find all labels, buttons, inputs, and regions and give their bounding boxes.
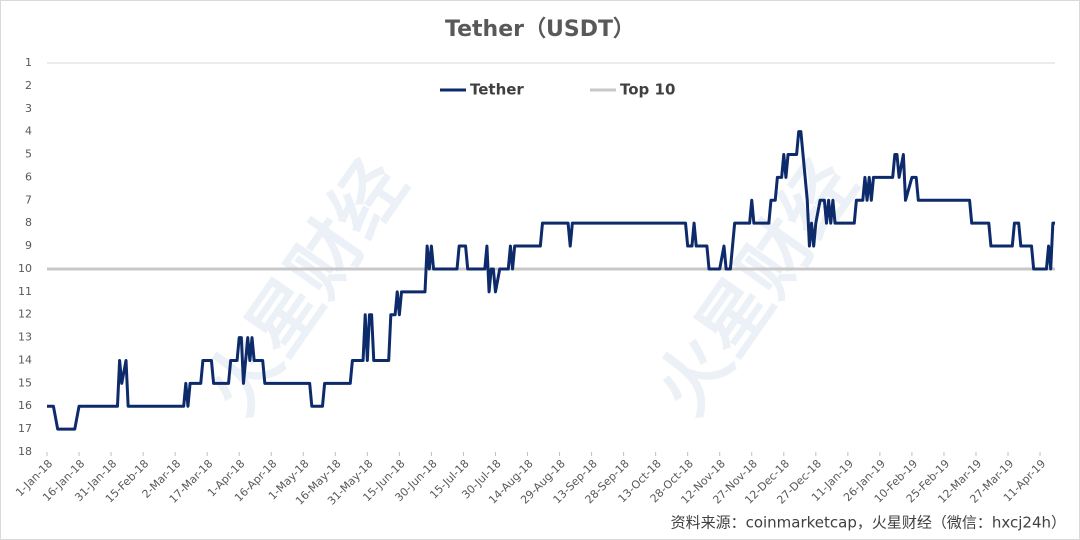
y-tick-label: 3 xyxy=(25,102,32,115)
y-tick-label: 5 xyxy=(25,148,32,161)
y-tick-label: 11 xyxy=(18,285,32,298)
y-tick-label: 18 xyxy=(18,445,32,458)
y-tick-label: 14 xyxy=(18,353,32,366)
legend-label: Tether xyxy=(470,81,524,99)
source-note: 资料来源：coinmarketcap，火星财经（微信：hxcj24h） xyxy=(671,514,1066,532)
legend-label: Top 10 xyxy=(620,81,675,99)
series-line xyxy=(47,130,1055,431)
y-tick-label: 4 xyxy=(25,125,32,138)
y-tick-label: 10 xyxy=(18,262,32,275)
y-tick-label: 7 xyxy=(25,193,32,206)
chart-title: Tether（USDT） xyxy=(445,17,635,42)
y-tick-label: 8 xyxy=(25,216,32,229)
y-tick-label: 13 xyxy=(18,331,32,344)
y-tick-label: 12 xyxy=(18,308,32,321)
y-tick-label: 16 xyxy=(18,399,32,412)
y-tick-label: 6 xyxy=(25,170,32,183)
y-tick-label: 9 xyxy=(25,239,32,252)
y-tick-label: 15 xyxy=(18,376,32,389)
y-tick-label: 17 xyxy=(18,422,32,435)
y-tick-label: 2 xyxy=(25,79,32,92)
y-tick-label: 1 xyxy=(25,56,32,69)
